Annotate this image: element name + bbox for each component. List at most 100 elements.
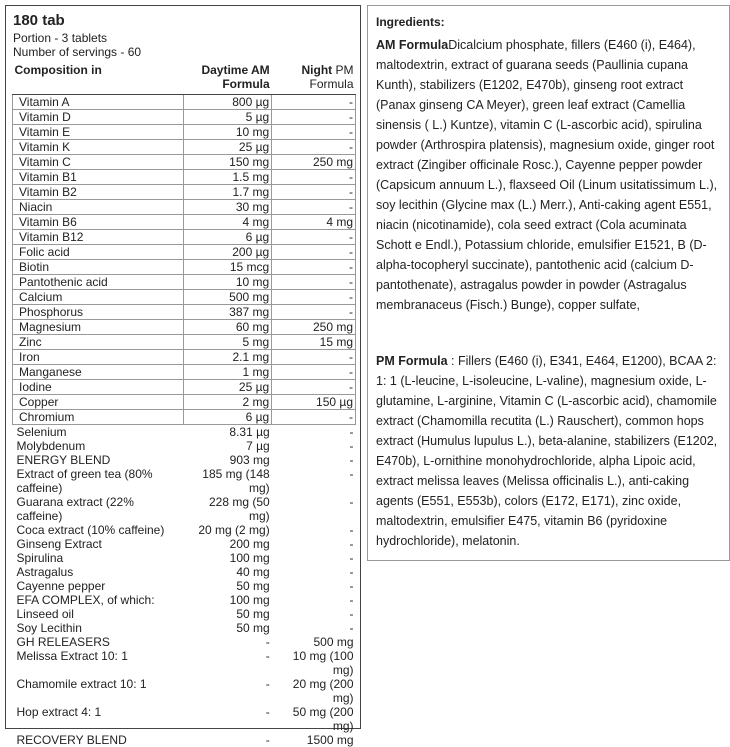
table-cell: - <box>272 350 356 365</box>
table-cell: - <box>272 305 356 320</box>
table-cell: 250 mg <box>272 155 356 170</box>
table-cell: 100 mg <box>184 551 272 565</box>
table-cell: - <box>272 425 356 440</box>
table-cell: 500 mg <box>184 290 272 305</box>
table-row: Chamomile extract 10: 1-20 mg (200 mg) <box>13 677 356 705</box>
table-cell: 25 µg <box>184 380 272 395</box>
table-cell: 800 µg <box>184 95 272 110</box>
header-cell: Composition in <box>13 63 184 95</box>
table-cell: - <box>272 453 356 467</box>
table-cell: - <box>272 410 356 425</box>
table-cell: 150 µg <box>272 395 356 410</box>
table-cell: 185 mg (148 mg) <box>184 467 272 495</box>
table-cell: - <box>272 565 356 579</box>
table-cell: Phosphorus <box>13 305 184 320</box>
table-cell: - <box>272 260 356 275</box>
table-cell: - <box>272 439 356 453</box>
portion: Portion - 3 tablets <box>13 31 107 45</box>
table-cell: 60 mg <box>184 320 272 335</box>
table-cell: 10 mg (100 mg) <box>272 649 356 677</box>
table-cell: Extract of green tea (80% caffeine) <box>13 467 184 495</box>
table-cell: - <box>272 551 356 565</box>
table-cell: - <box>272 579 356 593</box>
table-cell: 50 mg <box>184 579 272 593</box>
table-cell: Chromium <box>13 410 184 425</box>
table-cell: Ginseng Extract <box>13 537 184 551</box>
table-cell: Vitamin B6 <box>13 215 184 230</box>
table-cell: 7 µg <box>184 439 272 453</box>
table-cell: 10 mg <box>184 125 272 140</box>
table-cell: 30 mg <box>184 200 272 215</box>
am-text: Dicalcium phosphate, fillers (E460 (i), … <box>376 38 717 312</box>
table-cell: 4 mg <box>272 215 356 230</box>
table-cell: GH RELEASERS <box>13 635 184 649</box>
composition-panel: 180 tab Portion - 3 tablets Number of se… <box>5 5 361 729</box>
table-cell: 25 µg <box>184 140 272 155</box>
table-cell: 8.31 µg <box>184 425 272 440</box>
table-cell: Vitamin B12 <box>13 230 184 245</box>
table-cell: 100 mg <box>184 593 272 607</box>
table-cell: Iodine <box>13 380 184 395</box>
table-cell: - <box>272 275 356 290</box>
table-cell: - <box>272 95 356 110</box>
table-cell: - <box>184 677 272 705</box>
table-cell: 50 mg <box>184 621 272 635</box>
table-cell: 1500 mg <box>272 733 356 747</box>
table-cell: - <box>272 185 356 200</box>
table-cell: Manganese <box>13 365 184 380</box>
table-cell: - <box>272 170 356 185</box>
servings: Number of servings - 60 <box>13 45 141 59</box>
table-row: Extract of green tea (80% caffeine)185 m… <box>13 467 356 495</box>
product-title: 180 tab <box>13 12 65 29</box>
table-cell: Vitamin K <box>13 140 184 155</box>
table-cell: 50 mg <box>184 607 272 621</box>
table-cell: 50 mg (200 mg) <box>272 705 356 733</box>
table-cell: Hop extract 4: 1 <box>13 705 184 733</box>
table-cell: 1.7 mg <box>184 185 272 200</box>
table-cell: 15 mg <box>272 335 356 350</box>
table-cell: Cayenne pepper <box>13 579 184 593</box>
table-row: GH RELEASERS-500 mg <box>13 635 356 649</box>
table-cell: 387 mg <box>184 305 272 320</box>
table-cell: - <box>272 245 356 260</box>
table-cell: 2.1 mg <box>184 350 272 365</box>
table-cell: ENERGY BLEND <box>13 453 184 467</box>
ingredients-title: Ingredients: <box>376 15 445 29</box>
table-cell: 250 mg <box>272 320 356 335</box>
table-cell: - <box>272 523 356 537</box>
table-row: RECOVERY BLEND-1500 mg <box>13 733 356 747</box>
table-cell: Vitamin E <box>13 125 184 140</box>
table-cell: Magnesium <box>13 320 184 335</box>
table-cell: 6 µg <box>184 230 272 245</box>
table-cell: 5 µg <box>184 110 272 125</box>
table-cell: 40 mg <box>184 565 272 579</box>
table-cell: Biotin <box>13 260 184 275</box>
table-row: Hop extract 4: 1-50 mg (200 mg) <box>13 705 356 733</box>
header-cell: Night PM Formula <box>272 63 356 95</box>
table-cell: 228 mg (50 mg) <box>184 495 272 523</box>
table-cell: Pantothenic acid <box>13 275 184 290</box>
table-cell: - <box>272 607 356 621</box>
table-cell: 1 mg <box>184 365 272 380</box>
